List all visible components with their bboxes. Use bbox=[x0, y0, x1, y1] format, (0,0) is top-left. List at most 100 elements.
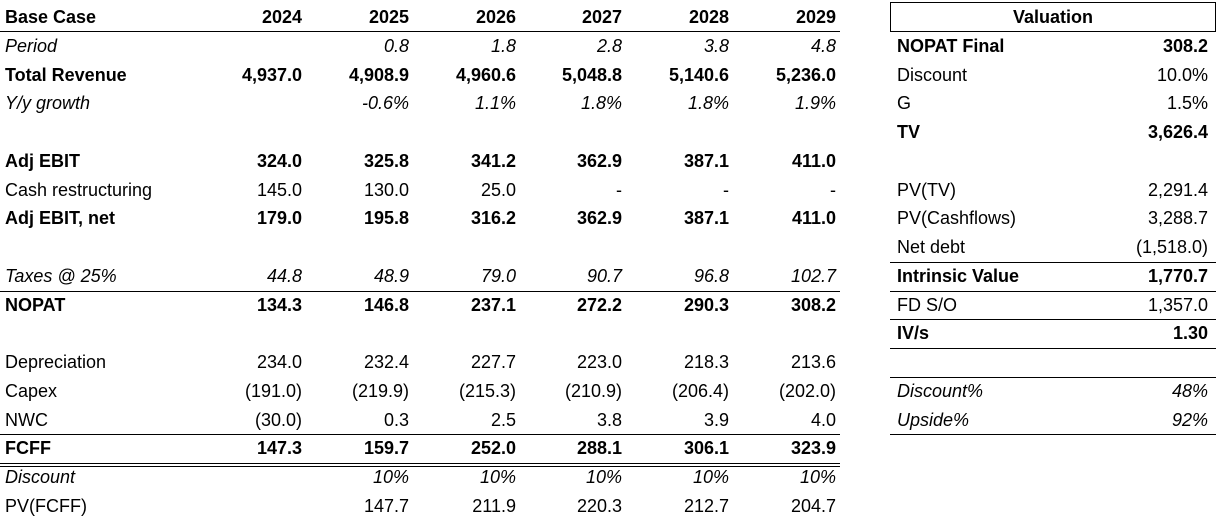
cell-value: 3,626.4 bbox=[1147, 122, 1208, 142]
cell-value: 4,937.0 bbox=[241, 64, 302, 85]
cell-value: 48.9 bbox=[373, 265, 409, 286]
cell-value: 272.2 bbox=[576, 294, 622, 315]
cell-value: 147.7 bbox=[363, 495, 409, 516]
cell-value: 145.0 bbox=[256, 179, 302, 200]
border-line bbox=[890, 2, 1216, 3]
row-label: G bbox=[897, 93, 912, 114]
border-line bbox=[890, 348, 1216, 349]
cell-value: 1.8% bbox=[580, 93, 622, 114]
cell-value: (30.0) bbox=[254, 409, 302, 430]
border-line bbox=[890, 434, 1216, 436]
row-label: Taxes @ 25% bbox=[5, 265, 117, 286]
cell-value: (215.3) bbox=[458, 380, 516, 401]
valuation-title: Valuation bbox=[1012, 7, 1093, 27]
cell-value: 44.8 bbox=[266, 265, 302, 286]
border-line bbox=[0, 463, 840, 464]
year-header: 2029 bbox=[795, 7, 836, 27]
cell-value: 308.2 bbox=[790, 294, 836, 315]
border-line bbox=[0, 30, 840, 33]
cell-value: 147.3 bbox=[256, 438, 302, 459]
cell-value: 362.9 bbox=[576, 150, 622, 171]
border-line bbox=[890, 2, 891, 32]
row-label: TV bbox=[897, 122, 921, 142]
border-line bbox=[0, 466, 840, 467]
cell-value: 10% bbox=[479, 467, 516, 487]
cell-value: (202.0) bbox=[778, 380, 836, 401]
row-label: Period bbox=[5, 35, 58, 56]
cell-value: (1,518.0) bbox=[1135, 237, 1208, 257]
row-label: Y/y growth bbox=[5, 93, 91, 114]
year-header: 2024 bbox=[261, 7, 302, 27]
row-label: Discount bbox=[897, 64, 968, 85]
row-label: Adj EBIT, net bbox=[5, 208, 116, 229]
border-line bbox=[890, 319, 1216, 321]
cell-value: 5,048.8 bbox=[561, 64, 622, 85]
cell-value: 1.1% bbox=[474, 93, 516, 114]
cell-value: 3.8 bbox=[596, 409, 622, 430]
cell-value: - bbox=[616, 179, 622, 200]
cell-value: 96.8 bbox=[693, 265, 729, 286]
cell-value: 1.5% bbox=[1166, 93, 1208, 114]
year-header: 2025 bbox=[368, 7, 409, 27]
cell-value: 237.1 bbox=[470, 294, 516, 315]
cell-value: (219.9) bbox=[351, 380, 409, 401]
row-label: NOPAT bbox=[5, 294, 66, 315]
row-label: PV(FCFF) bbox=[5, 495, 87, 516]
cell-value: 211.9 bbox=[472, 495, 516, 516]
cell-value: 411.0 bbox=[791, 208, 836, 229]
cell-value: 220.3 bbox=[576, 495, 622, 516]
row-label: Net debt bbox=[897, 237, 966, 257]
cell-value: 212.7 bbox=[683, 495, 729, 516]
header-label: Base Case bbox=[5, 7, 97, 27]
border-line bbox=[890, 261, 1216, 263]
border-line bbox=[890, 290, 1216, 292]
row-label: PV(Cashflows) bbox=[897, 208, 1017, 229]
cell-value: 3.9 bbox=[703, 409, 729, 430]
cell-value: 1.8% bbox=[687, 93, 729, 114]
year-header: 2028 bbox=[688, 7, 729, 27]
cell-value: (206.4) bbox=[671, 380, 729, 401]
cell-value: 1,357.0 bbox=[1147, 294, 1208, 315]
cell-value: 3.8 bbox=[703, 35, 729, 56]
row-label: IV/s bbox=[897, 323, 930, 344]
border-line bbox=[890, 376, 1216, 378]
cell-value: 159.7 bbox=[363, 438, 409, 459]
year-header: 2027 bbox=[581, 7, 622, 27]
cell-value: 3,288.7 bbox=[1147, 208, 1208, 229]
cell-value: 387.1 bbox=[683, 150, 729, 171]
row-label: Adj EBIT bbox=[5, 150, 80, 171]
cell-value: 48% bbox=[1171, 380, 1208, 401]
row-label: Total Revenue bbox=[5, 64, 127, 85]
cell-value: 324.0 bbox=[256, 150, 302, 171]
border-line bbox=[0, 434, 840, 436]
cell-value: 10% bbox=[372, 467, 409, 487]
cell-value: 10% bbox=[585, 467, 622, 487]
cell-value: 25.0 bbox=[480, 179, 516, 200]
cell-value: 92% bbox=[1171, 409, 1208, 430]
cell-value: 2,291.4 bbox=[1147, 179, 1208, 200]
cell-value: 213.6 bbox=[790, 352, 836, 372]
cell-value: 10.0% bbox=[1156, 64, 1208, 85]
cell-value: (191.0) bbox=[244, 380, 302, 401]
border-line bbox=[890, 30, 1216, 33]
cell-value: 252.0 bbox=[470, 438, 516, 459]
cell-value: 290.3 bbox=[683, 294, 729, 315]
row-label: Upside% bbox=[897, 409, 970, 430]
cell-value: 5,236.0 bbox=[775, 64, 836, 85]
cell-value: 288.1 bbox=[576, 438, 622, 459]
cell-value: 316.2 bbox=[470, 208, 516, 229]
cell-value: 0.3 bbox=[383, 409, 409, 430]
row-label: FCFF bbox=[5, 438, 51, 459]
cell-value: 1,770.7 bbox=[1147, 265, 1208, 286]
row-label: Intrinsic Value bbox=[897, 265, 1020, 286]
cell-value: 195.8 bbox=[363, 208, 409, 229]
row-label: NOPAT Final bbox=[897, 35, 1005, 56]
row-label: Cash restructuring bbox=[5, 179, 153, 200]
cell-value: 204.7 bbox=[790, 495, 836, 516]
row-label: Capex bbox=[5, 380, 58, 401]
cell-value: 232.4 bbox=[363, 352, 409, 372]
year-header: 2026 bbox=[475, 7, 516, 27]
cell-value: 306.1 bbox=[683, 438, 729, 459]
row-label: PV(TV) bbox=[897, 179, 957, 200]
